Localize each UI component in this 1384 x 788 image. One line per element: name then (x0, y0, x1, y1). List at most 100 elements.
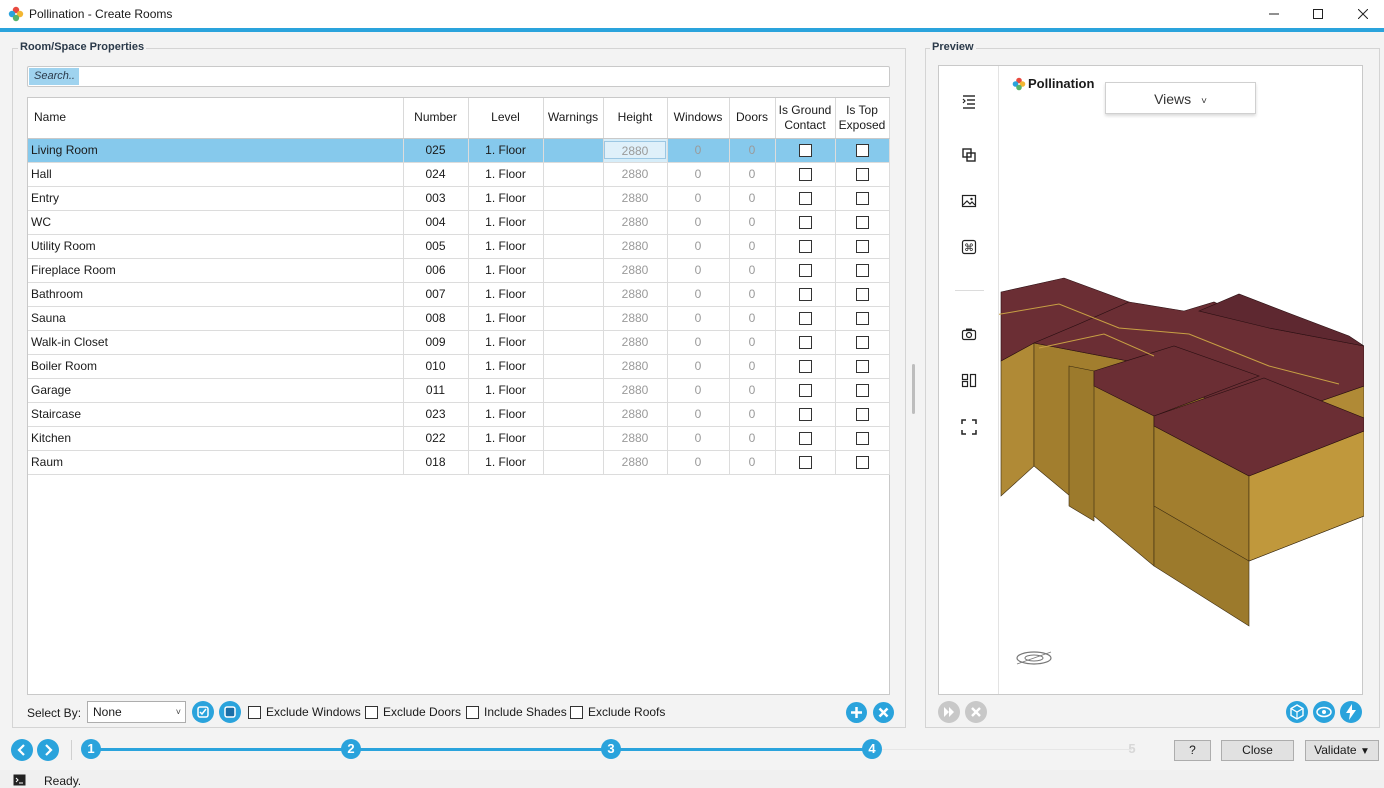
wizard-step-4[interactable]: 4 (862, 739, 882, 759)
exclude-roofs-checkbox[interactable]: Exclude Roofs (570, 705, 665, 719)
room-height-cell[interactable]: 2880 (603, 426, 668, 451)
column-header-warnings[interactable]: Warnings (543, 98, 604, 139)
room-number-cell[interactable]: 004 (403, 210, 469, 235)
room-height-cell[interactable]: 2880 (603, 186, 668, 211)
top-exposed-checkbox[interactable] (855, 168, 869, 182)
room-name-cell[interactable]: Walk-in Closet (28, 330, 404, 355)
room-name-cell[interactable]: Bathroom (28, 282, 404, 307)
validate-button[interactable]: Validate ▼ (1305, 740, 1379, 761)
room-name-cell[interactable]: Garage (28, 378, 404, 403)
column-header-doors[interactable]: Doors (729, 98, 776, 139)
ground-contact-checkbox[interactable] (798, 336, 812, 350)
room-number-cell[interactable]: 024 (403, 162, 469, 187)
room-height-value[interactable]: 2880 (621, 335, 649, 349)
table-row[interactable]: Staircase 023 1. Floor 2880 0 0 (28, 402, 890, 427)
top-exposed-checkbox[interactable] (855, 384, 869, 398)
table-row[interactable]: Garage 011 1. Floor 2880 0 0 (28, 378, 890, 403)
ground-contact-checkbox[interactable] (798, 288, 812, 302)
top-exposed-checkbox[interactable] (855, 360, 869, 374)
exclude-roofs-box[interactable] (570, 705, 583, 719)
ground-contact-checkbox[interactable] (798, 408, 812, 422)
search-input[interactable]: Search.. (27, 66, 890, 87)
help-button[interactable]: ? (1174, 740, 1211, 761)
views-dropdown[interactable]: Views ˅ (1105, 82, 1256, 114)
table-row[interactable]: Fireplace Room 006 1. Floor 2880 0 0 (28, 258, 890, 283)
ground-contact-checkbox[interactable] (798, 360, 812, 374)
room-number-cell[interactable]: 005 (403, 234, 469, 259)
room-level-cell[interactable]: 1. Floor (468, 378, 544, 403)
room-height-cell[interactable]: 2880 (603, 330, 668, 355)
room-level-cell[interactable]: 1. Floor (468, 306, 544, 331)
layout-tool-button[interactable] (960, 371, 978, 389)
room-level-cell[interactable]: 1. Floor (468, 354, 544, 379)
top-exposed-checkbox[interactable] (855, 312, 869, 326)
room-height-cell[interactable]: 2880 (603, 378, 668, 403)
room-height-cell[interactable]: 2880 (603, 138, 668, 163)
top-exposed-checkbox[interactable] (855, 192, 869, 206)
room-level-cell[interactable]: 1. Floor (468, 234, 544, 259)
visibility-button[interactable] (1313, 701, 1335, 723)
room-number-cell[interactable]: 009 (403, 330, 469, 355)
room-name-cell[interactable]: Entry (28, 186, 404, 211)
room-level-cell[interactable]: 1. Floor (468, 282, 544, 307)
room-height-cell[interactable]: 2880 (603, 450, 668, 475)
wizard-next-button[interactable] (37, 739, 59, 761)
room-height-value[interactable]: 2880 (621, 287, 649, 301)
column-header-level[interactable]: Level (468, 98, 544, 139)
column-header-number[interactable]: Number (403, 98, 469, 139)
room-name-cell[interactable]: Sauna (28, 306, 404, 331)
ground-contact-checkbox[interactable] (798, 240, 812, 254)
column-header-name[interactable]: Name (28, 98, 404, 139)
room-height-cell[interactable]: 2880 (603, 354, 668, 379)
column-header-top-exposed[interactable]: Is Top Exposed (835, 98, 890, 139)
room-level-cell[interactable]: 1. Floor (468, 210, 544, 235)
wizard-step-5[interactable]: 5 (1128, 741, 1136, 756)
room-height-value[interactable]: 2880 (621, 239, 649, 253)
wizard-step-1[interactable]: 1 (81, 739, 101, 759)
room-number-cell[interactable]: 010 (403, 354, 469, 379)
room-height-value[interactable]: 2880 (621, 191, 649, 205)
layers-tool-button[interactable] (960, 92, 978, 110)
table-row[interactable]: Utility Room 005 1. Floor 2880 0 0 (28, 234, 890, 259)
select-none-button[interactable] (219, 701, 241, 723)
3d-model-button[interactable] (1286, 701, 1308, 723)
room-level-cell[interactable]: 1. Floor (468, 162, 544, 187)
preview-viewport[interactable] (938, 65, 1364, 695)
table-row[interactable]: Raum 018 1. Floor 2880 0 0 (28, 450, 890, 475)
room-height-value[interactable]: 2880 (621, 359, 649, 373)
room-height-value[interactable]: 2880 (621, 407, 649, 421)
compass-icon[interactable] (1016, 651, 1052, 665)
room-level-cell[interactable]: 1. Floor (468, 450, 544, 475)
ground-contact-checkbox[interactable] (798, 456, 812, 470)
command-tool-button[interactable]: ⌘ (960, 238, 978, 256)
room-height-value[interactable]: 2880 (621, 263, 649, 277)
minimize-button[interactable] (1251, 0, 1297, 28)
exclude-windows-box[interactable] (248, 705, 261, 719)
top-exposed-checkbox[interactable] (855, 144, 869, 158)
ground-contact-checkbox[interactable] (798, 264, 812, 278)
ground-contact-checkbox[interactable] (798, 168, 812, 182)
room-name-cell[interactable]: Kitchen (28, 426, 404, 451)
fullscreen-tool-button[interactable] (960, 418, 978, 436)
table-row[interactable]: Kitchen 022 1. Floor 2880 0 0 (28, 426, 890, 451)
exclude-windows-checkbox[interactable]: Exclude Windows (248, 705, 361, 719)
room-level-cell[interactable]: 1. Floor (468, 138, 544, 163)
room-height-value[interactable]: 2880 (621, 311, 649, 325)
ground-contact-checkbox[interactable] (798, 312, 812, 326)
top-exposed-checkbox[interactable] (855, 432, 869, 446)
table-row[interactable]: WC 004 1. Floor 2880 0 0 (28, 210, 890, 235)
room-height-value[interactable]: 2880 (621, 431, 649, 445)
boolean-tool-button[interactable] (960, 146, 978, 164)
room-height-cell[interactable]: 2880 (603, 282, 668, 307)
room-number-cell[interactable]: 022 (403, 426, 469, 451)
room-number-cell[interactable]: 011 (403, 378, 469, 403)
table-row[interactable]: Entry 003 1. Floor 2880 0 0 (28, 186, 890, 211)
run-preview-button[interactable] (938, 701, 960, 723)
model-3d-view[interactable] (939, 66, 1364, 694)
energy-button[interactable] (1340, 701, 1362, 723)
wizard-back-button[interactable] (11, 739, 33, 761)
room-height-value[interactable]: 2880 (621, 215, 649, 229)
maximize-button[interactable] (1295, 0, 1341, 28)
panel-splitter[interactable] (912, 364, 915, 414)
top-exposed-checkbox[interactable] (855, 336, 869, 350)
